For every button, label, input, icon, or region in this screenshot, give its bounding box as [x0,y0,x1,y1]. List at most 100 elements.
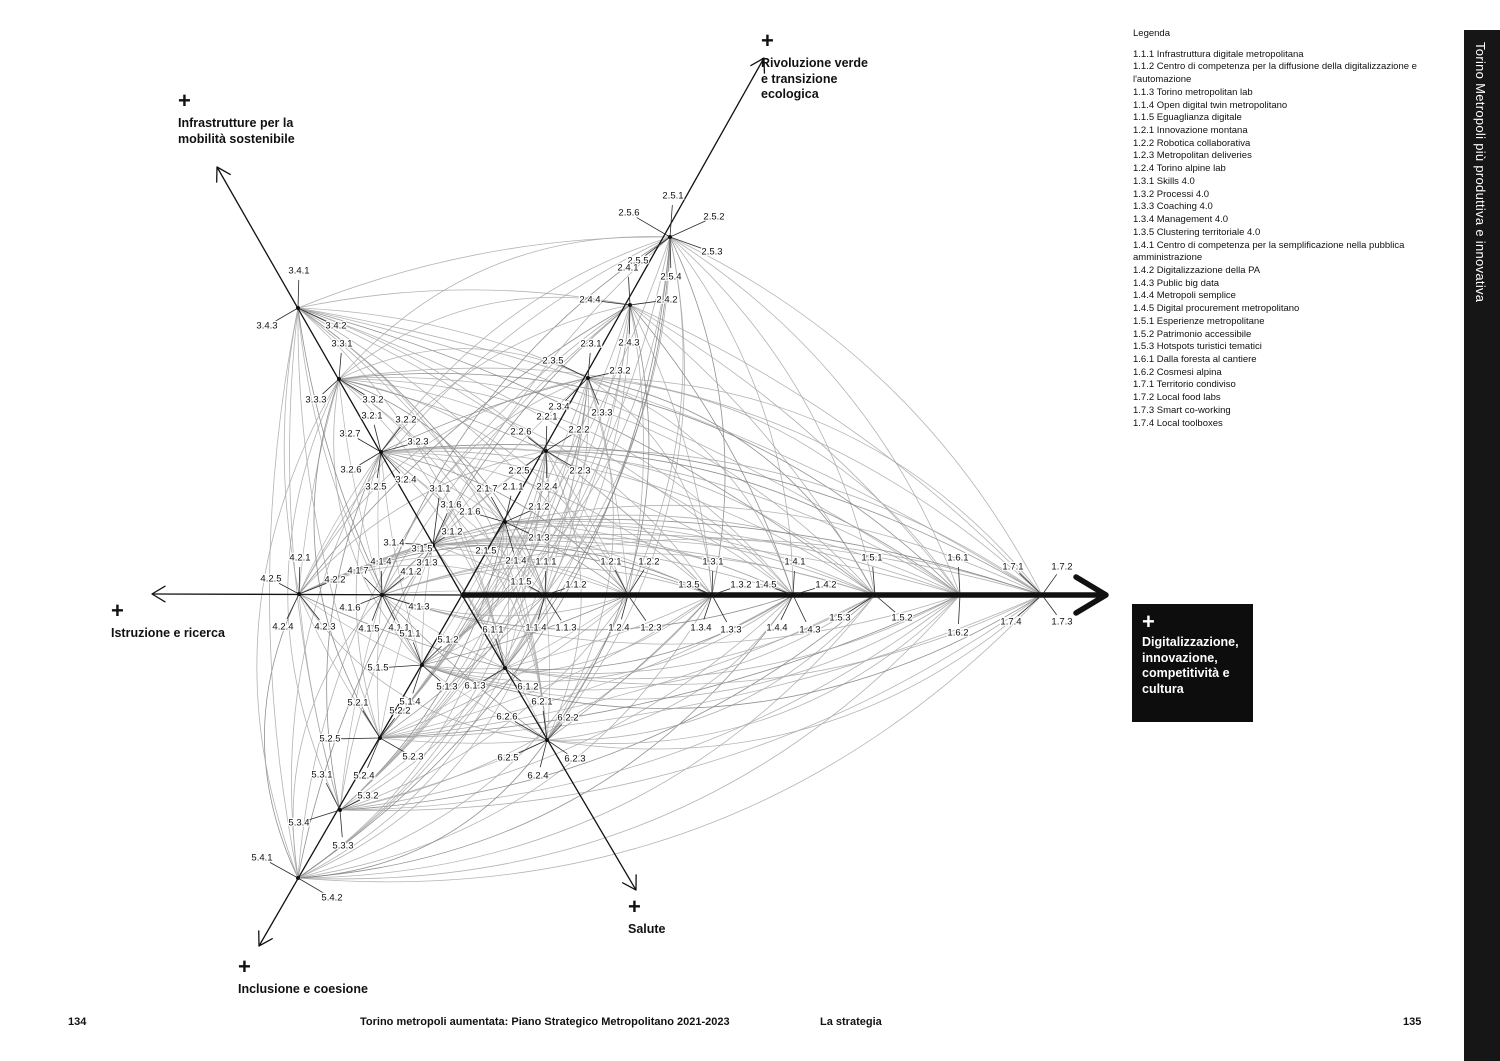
network-arc [504,304,631,669]
axis-label-line: competitività e [1142,666,1230,681]
node-label: 1.3.3 [720,625,741,636]
legend-item: 1.3.3 Coaching 4.0 [1133,201,1213,213]
network-arc [380,377,589,453]
network-arc [297,307,506,669]
legend-item: 1.4.4 Metropoli semplice [1133,290,1236,302]
network-arc [504,518,1043,596]
network-arc [421,594,794,682]
node-label: 1.1.5 [510,577,531,588]
node-label: 2.1.7 [476,484,497,495]
node-label: 4.1.1 [388,623,409,634]
hub-3.3 [337,377,341,381]
network-arc [432,544,548,741]
network-arc [298,505,1043,596]
page-number-left: 134 [68,1016,87,1028]
axis-label-line: e transizione [761,71,838,86]
legend-item: 1.1.4 Open digital twin metropolitano [1133,99,1288,111]
network-arc [432,540,876,596]
node-label: 1.4.2 [815,580,836,591]
hub-4.1 [380,593,384,597]
node-label: 2.3.3 [591,408,612,419]
label-leader [278,582,300,595]
label-leader [379,737,406,753]
label-leader [339,799,361,811]
network-arc [432,236,671,546]
node-label: 3.1.5 [411,544,432,555]
node-label: 3.2.5 [365,482,386,493]
network-arc [432,544,713,596]
network-arc [504,521,794,596]
axis-arrowhead-salute [622,874,637,891]
hub-2.5 [668,235,672,239]
network-arc [379,594,961,739]
label-leader [560,364,589,379]
network-arc [421,594,546,666]
network-arc [339,739,548,811]
label-leader [322,378,340,395]
network-arc [298,554,629,596]
node-label: 1.7.3 [1051,617,1072,628]
label-leader [598,300,631,306]
label-leader [545,434,572,452]
node-label: 5.2.3 [402,752,423,763]
node-label: 2.5.1 [662,191,683,202]
node-label: 1.2.1 [600,557,621,568]
legend-item: 1.5.2 Patrimonio accessibile [1133,328,1252,340]
node-label: 2.1.6 [459,507,480,518]
hub-5.4 [296,876,300,880]
node-label: 5.3.2 [357,791,378,802]
network-arc [587,377,961,596]
network-arc [380,444,1043,596]
label-leader [697,588,713,596]
network-arc [421,664,506,670]
axis-label-inclusione-e-coesione: + Inclusione e coesione [238,956,368,998]
network-arc [297,594,794,879]
legend-item: 1.7.4 Local toolboxes [1133,417,1223,429]
network-arc [380,451,794,596]
network-arc [546,304,650,741]
legend-item: 1.7.3 Smart co-working [1133,404,1231,416]
legend-item: 1.2.4 Torino alpine lab [1133,163,1226,175]
network-arc [669,236,876,596]
node-label: 2.1.1 [502,482,523,493]
network-arc [504,521,546,596]
network-arc [298,451,382,595]
label-leader [504,521,532,535]
node-label: 5.4.1 [251,853,272,864]
axis-line-istruzione-e-ricerca [152,593,463,596]
label-leader [297,877,325,894]
node-label: 5.1.1 [399,629,420,640]
hub-5.3 [338,808,342,812]
hub-1.7 [1040,593,1044,597]
label-leader [362,710,381,739]
label-leader [380,426,401,453]
node-label: 6.2.6 [496,712,517,723]
network-arc [291,451,382,879]
label-leader [546,739,568,755]
network-arc [669,236,961,596]
node-label: 3.3.3 [305,395,326,406]
legend-item: 1.2.3 Metropolitan deliveries [1133,150,1252,162]
network-arc [504,594,794,670]
network-arc [298,593,548,741]
network-arc [297,307,423,666]
legend-item: 1.1.1 Infrastruttura digitale metropolit… [1133,48,1304,60]
network-arc [380,451,548,741]
legend-item: 1.1.3 Torino metropolitan lab [1133,86,1253,98]
node-label: 5.2.1 [347,698,368,709]
network-arc [297,450,547,879]
axis-label-line: Istruzione e ricerca [111,626,225,640]
network-arc [297,307,961,596]
axis-line-inclusione-e-coesione [258,594,463,946]
label-leader [380,570,383,596]
node-label: 6.2.4 [527,771,548,782]
network-arc [297,594,713,879]
label-leader [274,307,299,322]
legend-item: 1.6.2 Cosmesi alpina [1133,366,1222,378]
legend-item: 1.5.1 Esperienze metropolitane [1133,315,1265,327]
plus-icon: + [761,28,774,53]
legend-item: 1.4.3 Public big data [1133,277,1220,289]
network-arc [381,304,631,596]
node-label: 1.4.1 [784,557,805,568]
